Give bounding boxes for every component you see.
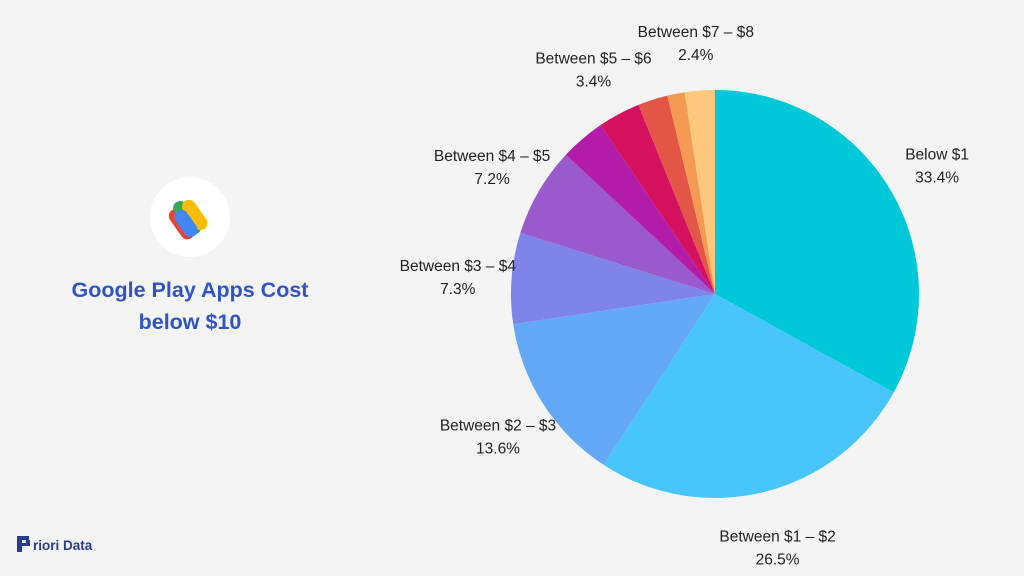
google-pay-logo-icon: [150, 177, 230, 257]
priori-data-logo-icon: [17, 536, 31, 555]
slice-label-6: Between $5 – $6: [535, 50, 651, 67]
pie-slice-2: [513, 294, 715, 465]
slice-value-0: 33.4%: [915, 170, 959, 187]
brand-logo: riori Data: [17, 536, 92, 555]
slice-label-3: Between $3 – $4: [400, 258, 517, 275]
pie-slice-8: [667, 92, 715, 294]
pie-slice-7: [638, 95, 715, 295]
pie-slice-3: [510, 232, 715, 325]
brand-name: riori Data: [33, 538, 93, 553]
slice-label-1: Between $1 – $2: [719, 528, 835, 545]
pie-slice-0: [715, 90, 919, 393]
pie-slice-6: [600, 104, 715, 295]
slice-value-2: 13.6%: [476, 441, 520, 458]
slice-value-6: 3.4%: [576, 73, 612, 90]
pie-slice-9: [684, 89, 715, 294]
slice-label-4: Between $4 – $5: [434, 148, 550, 165]
slice-value-4: 7.2%: [474, 171, 510, 188]
title-line-1: Google Play Apps Cost: [71, 278, 309, 302]
pie-slice-4: [520, 154, 715, 294]
chart-title: Google Play Apps Cost below $10: [40, 274, 340, 338]
title-line-2: below $10: [138, 310, 242, 334]
slice-label-0: Below $1: [905, 147, 969, 164]
slice-value-3: 7.3%: [440, 281, 476, 298]
pie-slice-1: [603, 294, 894, 498]
slice-value-1: 26.5%: [756, 551, 800, 568]
slice-label-2: Between $2 – $3: [440, 418, 556, 435]
slice-value-9: 2.4%: [678, 47, 714, 64]
slice-label-9: Between $7 – $8: [638, 24, 754, 41]
pie-slice-5: [565, 125, 715, 295]
